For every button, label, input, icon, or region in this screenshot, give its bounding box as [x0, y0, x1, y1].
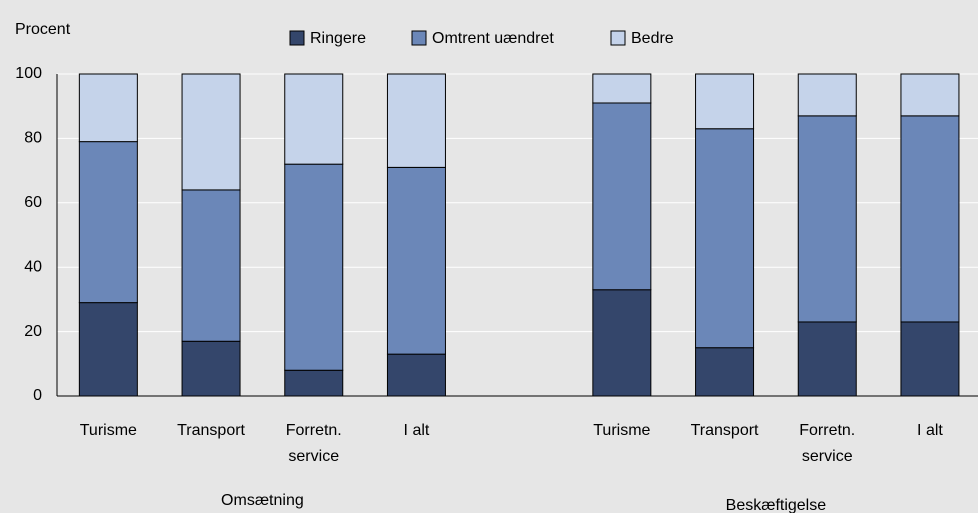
x-tick-label: Turisme: [593, 422, 650, 439]
bar-segment: [900, 73, 960, 117]
bar-segment: [900, 115, 960, 323]
y-tick-label: 100: [15, 65, 42, 82]
legend-swatch: [411, 30, 427, 46]
bar-segment: [695, 347, 755, 397]
bar-segment: [181, 73, 241, 191]
bar-segment: [592, 73, 652, 104]
x-tick-label: I alt: [404, 422, 430, 439]
legend-swatch: [289, 30, 305, 46]
legend-label: Ringere: [310, 30, 366, 47]
bar-segment: [592, 102, 652, 291]
bar-segment: [78, 141, 138, 304]
bar-segment: [78, 302, 138, 397]
y-axis-label: Procent: [15, 21, 71, 38]
x-tick-label: Forretn. service: [799, 422, 855, 465]
group-label: Omsætning: [221, 492, 304, 509]
x-tick-label: I alt: [917, 422, 943, 439]
bar-segment: [386, 166, 446, 355]
bar-segment: [181, 340, 241, 397]
bar-segment: [797, 321, 857, 397]
bar-segment: [900, 321, 960, 397]
group-label: Beskæftigelse: [726, 497, 827, 513]
y-tick-label: 80: [24, 130, 42, 147]
bar-segment: [592, 289, 652, 397]
x-tick-label: Turisme: [80, 422, 137, 439]
bar-segment: [284, 73, 344, 165]
x-tick-label: Transport: [691, 422, 759, 439]
bar-segment: [695, 128, 755, 349]
y-tick-label: 40: [24, 258, 42, 275]
bar-segment: [386, 353, 446, 397]
bar-segment: [797, 115, 857, 323]
bar-segment: [181, 189, 241, 342]
bar-segment: [695, 73, 755, 130]
legend-swatch: [610, 30, 626, 46]
legend-label: Bedre: [631, 30, 674, 47]
bar-segment: [284, 163, 344, 371]
y-tick-label: 0: [33, 387, 42, 404]
y-tick-label: 60: [24, 194, 42, 211]
bar-segment: [386, 73, 446, 168]
x-tick-label: Forretn. service: [286, 422, 342, 465]
legend-label: Omtrent uændret: [432, 30, 554, 47]
bar-segment: [284, 369, 344, 397]
y-tick-label: 20: [24, 323, 42, 340]
bar-segment: [797, 73, 857, 117]
x-tick-label: Transport: [177, 422, 245, 439]
bar-segment: [78, 73, 138, 143]
